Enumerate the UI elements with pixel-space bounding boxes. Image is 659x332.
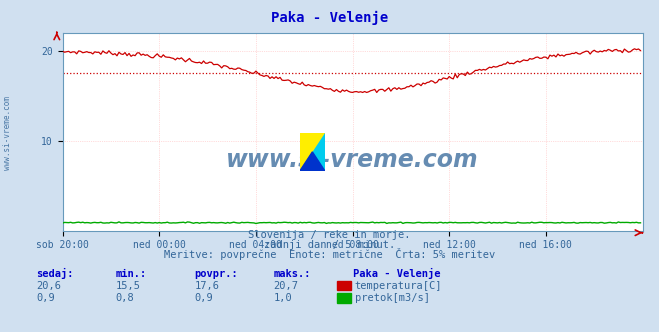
Polygon shape: [300, 152, 325, 171]
Text: sedaj:: sedaj:: [36, 268, 74, 279]
Text: Meritve: povprečne  Enote: metrične  Črta: 5% meritev: Meritve: povprečne Enote: metrične Črta:…: [164, 248, 495, 260]
Text: 15,5: 15,5: [115, 281, 140, 291]
Text: maks.:: maks.:: [273, 269, 311, 279]
Text: 20,6: 20,6: [36, 281, 61, 291]
Text: temperatura[C]: temperatura[C]: [355, 281, 442, 291]
Text: min.:: min.:: [115, 269, 146, 279]
Text: 1,0: 1,0: [273, 293, 292, 303]
Text: www.si-vreme.com: www.si-vreme.com: [3, 96, 13, 170]
Polygon shape: [300, 133, 325, 171]
Text: povpr.:: povpr.:: [194, 269, 238, 279]
Text: 20,7: 20,7: [273, 281, 299, 291]
Text: Paka - Velenje: Paka - Velenje: [353, 268, 440, 279]
Polygon shape: [300, 133, 325, 171]
Text: 0,9: 0,9: [194, 293, 213, 303]
Text: 17,6: 17,6: [194, 281, 219, 291]
Text: zadnji dan / 5 minut.: zadnji dan / 5 minut.: [264, 240, 395, 250]
Text: www.si-vreme.com: www.si-vreme.com: [226, 148, 479, 172]
Text: Paka - Velenje: Paka - Velenje: [271, 11, 388, 25]
Text: 0,8: 0,8: [115, 293, 134, 303]
Text: 0,9: 0,9: [36, 293, 55, 303]
Text: pretok[m3/s]: pretok[m3/s]: [355, 293, 430, 303]
Text: Slovenija / reke in morje.: Slovenija / reke in morje.: [248, 230, 411, 240]
